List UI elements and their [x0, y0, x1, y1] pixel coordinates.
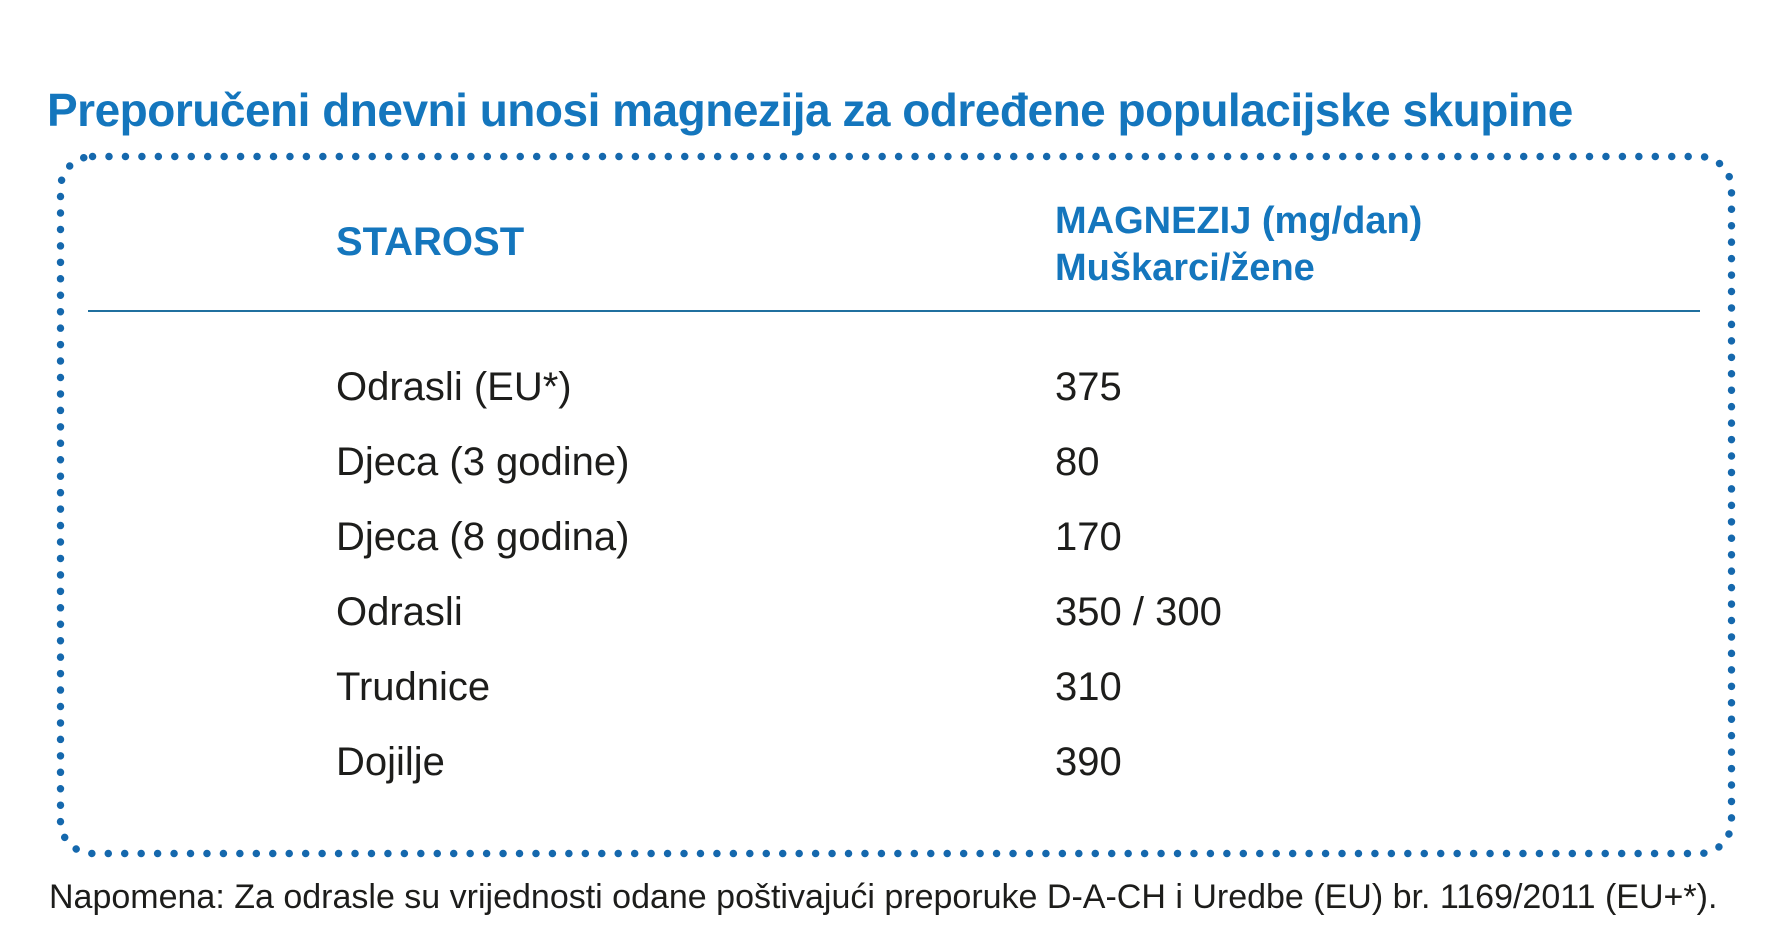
row-value: 170: [1055, 514, 1122, 559]
row-value: 390: [1055, 739, 1122, 784]
table-row: Djeca (3 godine) 80: [56, 425, 1736, 500]
table-row: Odrasli (EU*) 375: [56, 350, 1736, 425]
table-row: Odrasli 350 / 300: [56, 575, 1736, 650]
row-label: Trudnice: [336, 664, 491, 709]
page-title: Preporučeni dnevni unosi magnezija za od…: [47, 83, 1573, 136]
row-label: Odrasli: [336, 589, 463, 634]
table-row: Dojilje 390: [56, 725, 1736, 800]
table-body: Odrasli (EU*) 375 Djeca (3 godine) 80 Dj…: [56, 350, 1736, 800]
table-row: Trudnice 310: [56, 650, 1736, 725]
row-value: 80: [1055, 439, 1100, 484]
row-label: Dojilje: [336, 739, 445, 784]
row-value: 310: [1055, 664, 1122, 709]
row-value: 350 / 300: [1055, 589, 1222, 634]
column-header-magnesium-line1: MAGNEZIJ (mg/dan): [1055, 200, 1423, 242]
row-label: Djeca (8 godina): [336, 514, 630, 559]
row-label: Odrasli (EU*): [336, 364, 572, 409]
dotted-border-box: [56, 152, 1736, 858]
footnote: Napomena: Za odrasle su vrijednosti odan…: [49, 878, 1718, 916]
column-header-magnesium-line2: Muškarci/žene: [1055, 247, 1315, 289]
column-header-age: STAROST: [336, 220, 525, 264]
column-header-magnesium: MAGNEZIJ (mg/dan) Muškarci/žene: [1055, 198, 1422, 292]
table-row: Djeca (8 godina) 170: [56, 500, 1736, 575]
row-value: 375: [1055, 364, 1122, 409]
row-label: Djeca (3 godine): [336, 439, 630, 484]
header-separator-line: [88, 310, 1700, 312]
